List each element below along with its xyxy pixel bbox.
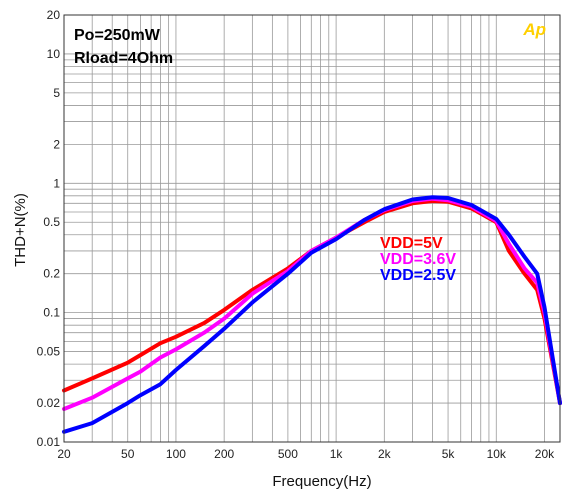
y-tick-label: 0.05 [37,345,61,359]
x-tick-label: 200 [214,447,234,461]
legend-vdd-5v: VDD=5V [380,235,443,252]
x-tick-label: 10k [487,447,507,461]
x-axis-label: Frequency(Hz) [272,473,371,490]
grid [63,14,560,443]
series-line-2 [62,195,562,434]
x-tick-label: 1k [330,447,344,461]
y-tick-label: 0.2 [43,267,60,281]
x-tick-label: 5k [442,447,456,461]
legend-vdd-2-5v: VDD=2.5V [380,267,456,284]
y-axis-label: THD+N(%) [12,193,29,267]
series-layer [62,195,562,434]
legend: VDD=5V VDD=3.6V VDD=2.5V [380,235,456,284]
x-tick-label: 100 [166,447,186,461]
legend-vdd-3-6v: VDD=3.6V [380,251,456,268]
y-tick-label: 2 [53,137,60,151]
x-tick-label: 20k [535,447,555,461]
y-tick-label: 0.1 [43,306,60,320]
x-tick-label: 20 [57,447,71,461]
tick-labels: 20 50 100 200 500 1k 2k 5k 10k 20k 0.01 0.02 0.05 0.1… [37,8,556,461]
annotation-load: Rload=4Ohm [74,50,173,67]
y-tick-label: 10 [47,47,61,61]
x-tick-label: 2k [378,447,392,461]
y-tick-label: 0.5 [43,215,60,229]
y-tick-label: 20 [47,8,61,22]
x-tick-label: 500 [278,447,298,461]
x-tick-label: 50 [121,447,135,461]
annotation-power: Po=250mW [74,27,161,44]
y-tick-label: 5 [53,86,60,100]
y-tick-label: 0.01 [37,435,61,449]
plot-background [64,15,560,442]
plot-frame [63,14,561,443]
y-tick-label: 0.02 [37,396,61,410]
y-tick-label: 1 [53,176,60,190]
ap-logo: Ap [522,20,546,39]
